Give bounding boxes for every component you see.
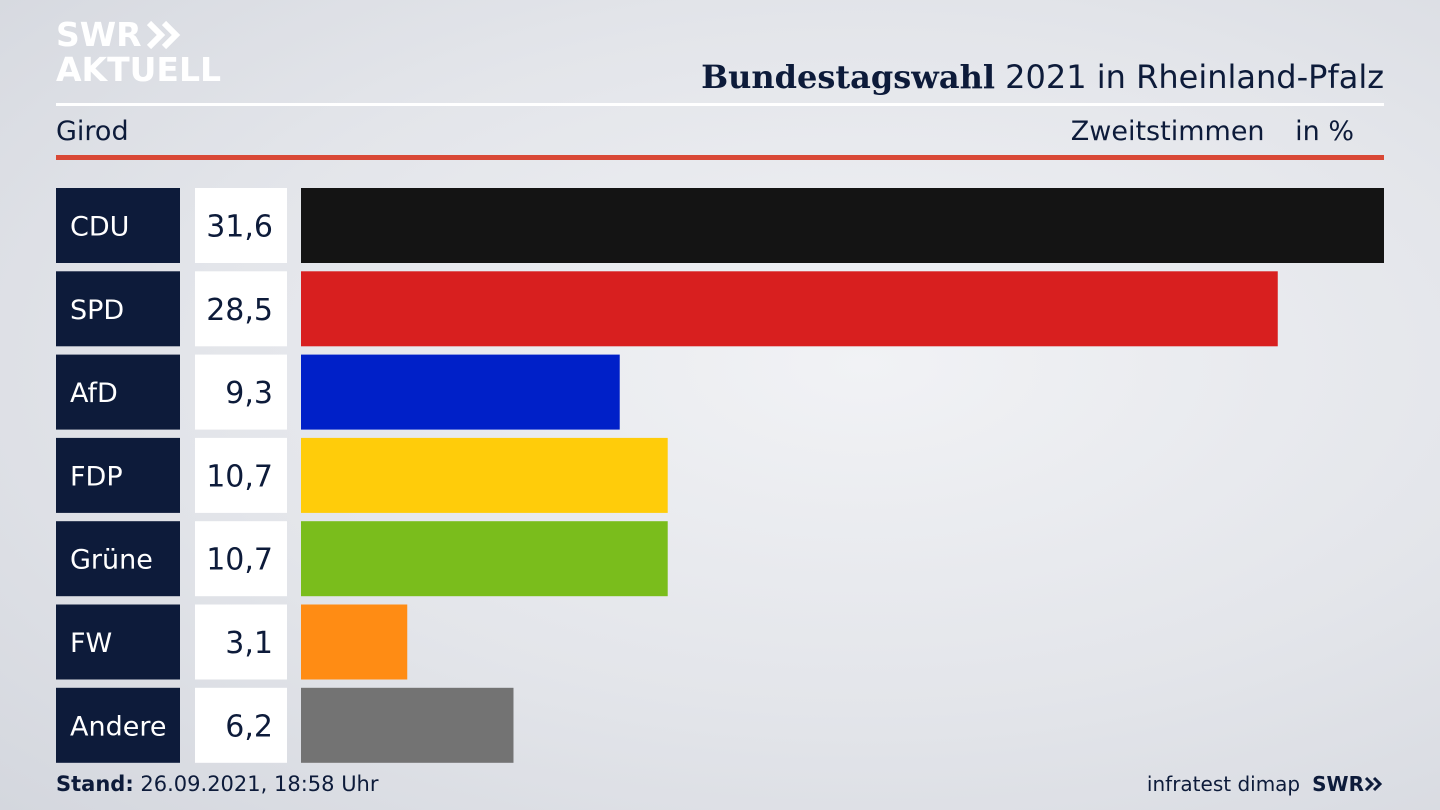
value-label-box [195,437,287,513]
value-label: 28,5 [206,293,273,328]
party-label: FDP [70,461,123,492]
accent-divider [56,155,1384,160]
chart-title: Bundestagswahl 2021 in Rheinland-Pfalz [701,58,1384,96]
party-label-box [56,437,180,513]
source-label: infratest dimap [1146,772,1301,796]
logo-line-1: SWR [56,15,142,54]
party-label-box [56,521,180,597]
party-label-box [56,188,180,263]
bar [301,521,668,597]
bar-row: FDP 10,7 [56,437,668,513]
title-bold: Bundestagswahl [701,58,995,96]
measure-name: Zweitstimmen [1070,116,1265,147]
party-label: CDU [70,212,129,243]
value-label-box [195,188,287,263]
party-label: AfD [70,378,118,409]
double-chevron-icon [146,20,180,49]
party-label-box [56,604,180,680]
swr-aktuell-logo: SWR AKTUELL [56,18,221,86]
bar-row: SPD 28,5 [56,271,1278,347]
measure-label: Zweitstimmen in % [1071,116,1354,147]
stand-label: Stand: [56,772,134,796]
value-label: 31,6 [206,210,273,245]
value-label: 9,3 [225,376,273,411]
party-label: SPD [70,295,124,326]
party-label-box [56,271,180,347]
value-label: 10,7 [206,543,273,578]
title-rest: 2021 in Rheinland-Pfalz [1005,58,1384,96]
bar [301,437,668,513]
value-label-box [195,521,287,597]
bar-row: AfD 9,3 [56,354,620,430]
footer-brand-label: SWR [1312,772,1364,796]
value-label-box [195,604,287,680]
municipality-name: Girod [56,116,129,147]
bar [301,354,620,430]
party-label-box [56,687,180,763]
unit-label: in % [1295,116,1354,147]
party-label: Andere [70,711,166,742]
party-label: FW [70,628,112,659]
value-label: 3,1 [225,626,273,661]
bar-row: CDU 31,6 [56,188,1384,263]
stand-value: 26.09.2021, 18:58 Uhr [140,772,379,796]
party-label: Grüne [70,545,153,576]
double-chevron-icon [1364,776,1383,792]
source-credit: infratest dimap SWR [1147,772,1384,796]
bar-row: FW 3,1 [56,604,408,680]
value-label-box [195,354,287,430]
value-label: 6,2 [225,709,273,744]
bar [301,604,408,680]
bar [301,271,1278,347]
party-label-box [56,354,180,430]
bar [301,188,1384,263]
bar-row: Andere 6,2 [56,687,514,763]
footer-brand: SWR [1312,772,1384,796]
logo-line-2: AKTUELL [56,50,222,89]
bar-row: Grüne 10,7 [56,521,668,597]
value-label-box [195,271,287,347]
value-label: 10,7 [206,459,273,494]
timestamp: Stand: 26.09.2021, 18:58 Uhr [56,772,379,796]
value-label-box [195,687,287,763]
bar [301,687,514,763]
header-divider [56,103,1384,106]
